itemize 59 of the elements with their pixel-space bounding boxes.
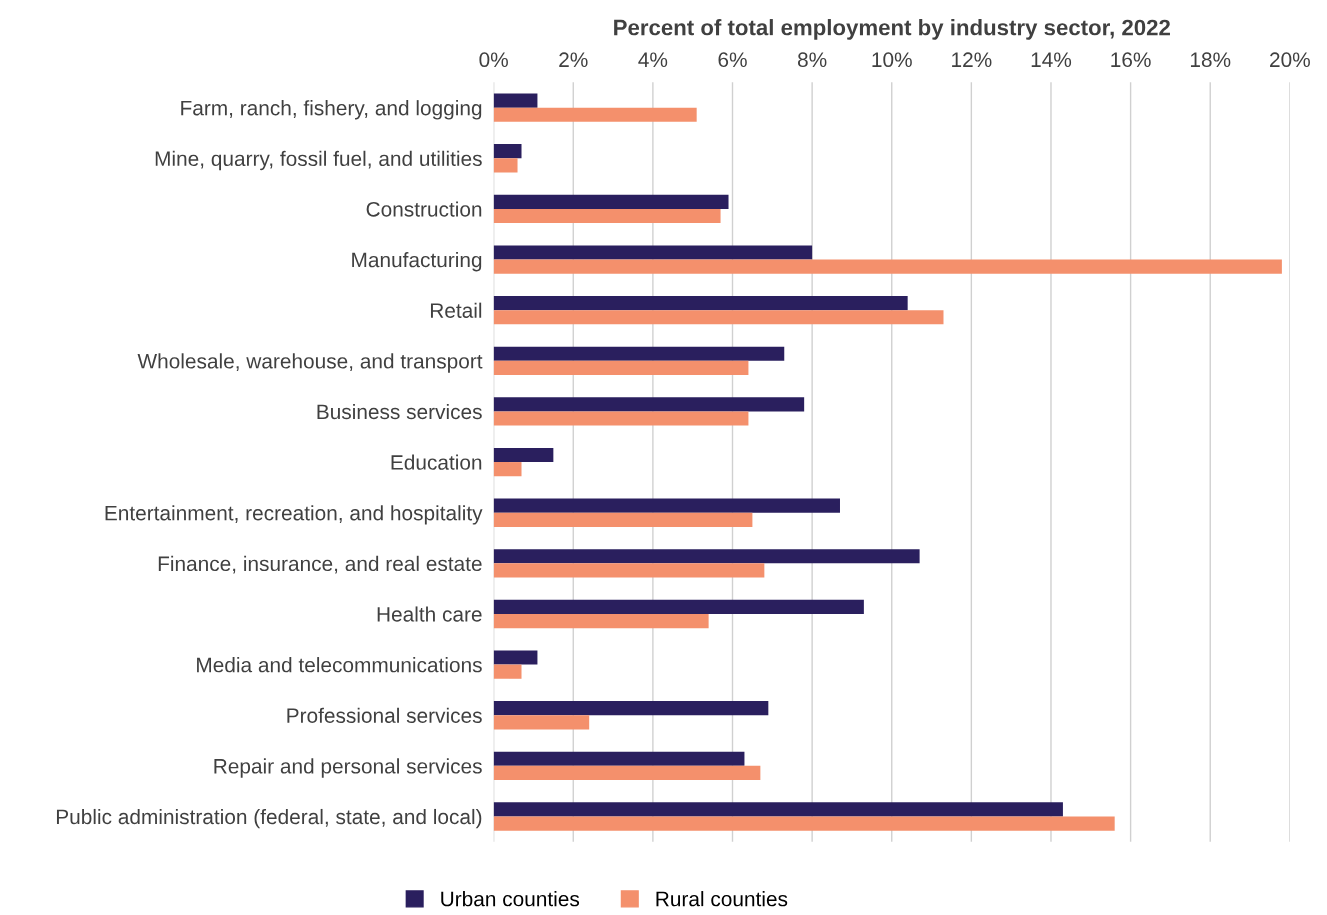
bar [493,397,805,412]
bar [493,296,908,311]
bar [493,107,697,122]
x-tick-label: 20% [1270,52,1310,68]
legend-label: Rural counties [656,891,788,907]
x-tick-label: 2% [559,52,588,68]
y-tick-label: Health care [377,606,482,622]
bar [493,310,944,325]
y-tick-label: Manufacturing [352,252,482,272]
y-tick-label: Education [391,454,482,470]
bar [493,802,1063,817]
bar [493,93,538,108]
bar [493,512,753,527]
bar [493,715,590,730]
y-tick-label: Business services [317,403,482,420]
bar [493,144,522,159]
y-tick-label: Mine, quarry, fossil fuel, and utilities [155,150,482,171]
bar [493,158,518,173]
y-tick-label: Professional services [287,707,482,723]
y-tick-label: Retail [430,302,482,318]
bar [493,245,813,260]
x-axis-title: Percent of total employment by industry sector, 2022 [614,19,1170,40]
y-tick-label: Repair and personal services [214,758,482,778]
x-tick-label: 18% [1190,52,1231,68]
x-tick-label: 10% [872,52,912,68]
y-tick-label: Media and telecommunications [197,657,482,673]
bar [493,816,1115,831]
bar [493,664,522,679]
bar [493,599,864,614]
bar [493,549,920,564]
bar [493,498,840,513]
x-tick-label: 16% [1111,52,1151,68]
x-tick-label: 8% [797,52,827,68]
y-tick-label: Construction [366,201,482,217]
legend-label: Urban counties [441,891,580,907]
y-tick-label: Wholesale, warehouse, and transport [137,353,483,373]
bar [493,650,538,665]
bar [493,701,769,716]
bar [493,613,709,629]
x-tick-label: 4% [638,52,668,68]
bar [493,346,785,361]
y-tick-label: Finance, insurance, and real estate [158,555,482,574]
bar [493,563,765,578]
bar [493,411,749,426]
bar [493,765,761,781]
bar [493,462,522,477]
bar [493,259,1282,274]
x-tick-label: 6% [718,52,747,68]
x-tick-label: 12% [952,52,992,68]
bar [493,208,721,224]
y-tick-label: Public administration (federal, state, and local) [56,808,482,829]
bar [493,360,749,375]
y-tick-label: Farm, ranch, fishery, and logging [181,100,482,120]
bar [493,447,554,463]
bar [493,751,745,766]
x-tick-label: 0% [479,52,508,68]
y-tick-label: Entertainment, recreation, and hospitality [105,505,483,525]
x-tick-label: 14% [1031,52,1072,68]
bar [493,194,729,209]
